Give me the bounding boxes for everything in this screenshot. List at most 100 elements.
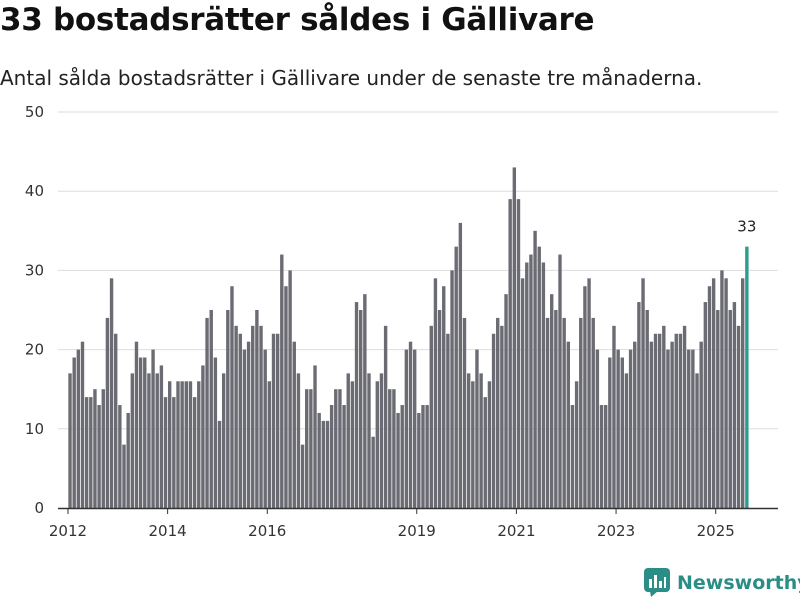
bar	[334, 389, 338, 508]
bar	[587, 278, 591, 508]
bar	[259, 325, 263, 508]
bar	[296, 373, 301, 508]
bar	[80, 341, 85, 508]
page-title: 33 bostadsrätter såldes i Gällivare	[0, 2, 595, 38]
brand-logo: Newsworthy	[644, 568, 800, 597]
bar	[176, 381, 180, 508]
bar	[633, 341, 637, 508]
bar	[143, 357, 147, 508]
bar	[699, 341, 703, 508]
bar	[192, 397, 197, 508]
bar	[167, 381, 172, 508]
newsworthy-logo-icon	[644, 568, 670, 597]
bar	[205, 317, 209, 508]
bar	[682, 325, 687, 508]
bar	[275, 333, 280, 508]
bar	[454, 246, 458, 508]
bar	[603, 405, 608, 508]
bar	[234, 325, 238, 508]
bar	[209, 310, 213, 508]
bar	[217, 420, 222, 508]
bar	[309, 389, 313, 508]
bar	[678, 333, 683, 508]
bar	[695, 373, 699, 508]
bar	[292, 341, 296, 508]
y-tick-label: 40	[25, 182, 44, 200]
bar	[188, 381, 193, 508]
bar	[653, 333, 658, 508]
bar	[72, 357, 76, 508]
bar	[338, 389, 342, 508]
bar	[213, 357, 218, 508]
bar	[421, 405, 425, 508]
bar	[666, 349, 670, 508]
bar	[471, 381, 475, 508]
x-tick-label: 2021	[497, 522, 535, 540]
bar	[720, 270, 724, 508]
bar	[313, 365, 317, 508]
bar	[271, 333, 276, 508]
bar	[433, 278, 438, 508]
bar	[221, 373, 226, 508]
bar	[172, 397, 176, 508]
bar	[371, 436, 375, 508]
bar	[574, 381, 579, 508]
bar	[184, 381, 188, 508]
bar	[687, 349, 691, 508]
bar	[550, 294, 554, 508]
bar	[458, 222, 463, 508]
bar	[68, 373, 72, 508]
bar	[346, 373, 350, 508]
bar	[554, 310, 558, 508]
bar	[496, 317, 500, 508]
bar	[612, 325, 616, 508]
bar	[354, 302, 359, 508]
bar	[442, 286, 446, 508]
bar	[84, 397, 89, 508]
bar	[657, 333, 662, 508]
bar	[155, 373, 159, 508]
x-tick-label: 2025	[697, 522, 735, 540]
bar	[383, 325, 388, 508]
bar	[255, 310, 259, 508]
bar	[437, 310, 442, 508]
x-tick-label: 2016	[248, 522, 286, 540]
bar	[624, 373, 629, 508]
bar	[562, 317, 566, 508]
bar	[591, 317, 595, 508]
bar	[525, 262, 529, 508]
bar	[541, 262, 546, 508]
bar	[516, 199, 521, 508]
bar	[641, 278, 645, 508]
bar	[300, 444, 305, 508]
bar	[512, 167, 517, 508]
bar	[163, 397, 168, 508]
x-tick-label: 2019	[398, 522, 436, 540]
bar	[122, 444, 126, 508]
bar	[462, 317, 467, 508]
bar	[101, 389, 105, 508]
bar-highlight	[745, 246, 749, 508]
bar	[520, 278, 525, 508]
bar	[97, 405, 101, 508]
bar	[728, 310, 732, 508]
x-tick-label: 2023	[597, 522, 635, 540]
x-tick-label: 2012	[49, 522, 87, 540]
y-tick-label: 10	[25, 420, 44, 438]
bar	[545, 317, 550, 508]
bar	[126, 412, 130, 508]
bar	[583, 286, 587, 508]
bar	[263, 349, 267, 508]
bar	[662, 325, 666, 508]
bar	[359, 310, 363, 508]
bar	[628, 349, 633, 508]
bar	[707, 286, 712, 508]
bar	[674, 333, 678, 508]
bar	[109, 278, 114, 508]
bar	[691, 349, 695, 508]
bar	[412, 349, 417, 508]
bar	[134, 341, 139, 508]
bar	[479, 373, 483, 508]
bar	[736, 325, 741, 508]
bar	[579, 317, 583, 508]
